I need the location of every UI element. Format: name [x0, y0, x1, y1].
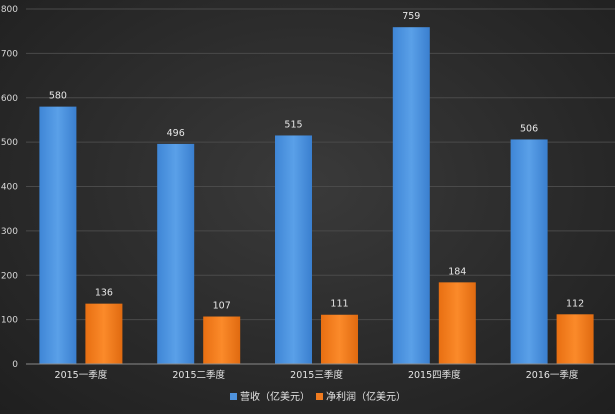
y-tick-label: 400 [1, 183, 18, 193]
legend-label: 净利润（亿美元） [326, 390, 406, 403]
x-tick-label: 2015一季度 [55, 369, 108, 381]
legend-swatch [230, 393, 237, 400]
data-label: 759 [402, 11, 420, 22]
bar-revenue [275, 135, 312, 364]
bars [39, 27, 594, 364]
legend-item[interactable]: 净利润（亿美元） [316, 390, 406, 403]
data-label: 506 [520, 123, 538, 134]
bar-net-profit [203, 316, 241, 364]
data-label: 107 [213, 301, 231, 312]
y-tick-label: 200 [1, 271, 18, 281]
data-label: 111 [330, 299, 348, 310]
y-tick-label: 300 [1, 227, 18, 237]
data-labels: 580 136 496 107 515 111 759 184 506 112 [49, 11, 584, 311]
x-tick-label: 2016一季度 [526, 369, 579, 381]
bar-net-profit [321, 314, 358, 364]
bar-net-profit [556, 314, 594, 364]
y-tick-label: 700 [1, 49, 18, 59]
x-axis: 2015一季度 2015二季度 2015三季度 2015四季度 2016一季度 [26, 363, 615, 381]
y-tick-label: 0 [12, 360, 18, 370]
y-tick-label: 600 [1, 94, 18, 104]
legend-label: 营收（亿美元） [240, 390, 310, 403]
bar-net-profit [85, 303, 123, 364]
y-tick-label: 100 [1, 316, 18, 326]
bar-revenue [392, 27, 430, 364]
x-tick-label: 2015四季度 [408, 369, 461, 381]
data-label: 580 [49, 91, 67, 102]
legend-item[interactable]: 营收（亿美元） [230, 390, 310, 403]
data-label: 496 [167, 128, 185, 139]
x-tick-label: 2015二季度 [172, 369, 225, 381]
y-tick-label: 800 [1, 5, 18, 15]
x-tick-label: 2015三季度 [290, 369, 343, 381]
data-label: 515 [284, 119, 302, 130]
y-axis: 0 100 200 300 400 500 600 700 800 [1, 5, 18, 370]
data-label: 184 [448, 266, 466, 277]
bar-revenue [39, 106, 77, 364]
data-label: 136 [95, 288, 113, 299]
legend-swatch [316, 393, 323, 400]
bar-revenue [510, 139, 548, 364]
grid-lines [26, 8, 615, 321]
y-tick-label: 500 [1, 138, 18, 148]
bar-revenue [157, 143, 195, 364]
data-label: 112 [566, 298, 584, 309]
bar-net-profit [438, 282, 476, 364]
legend[interactable]: 营收（亿美元） 净利润（亿美元） [230, 390, 406, 403]
